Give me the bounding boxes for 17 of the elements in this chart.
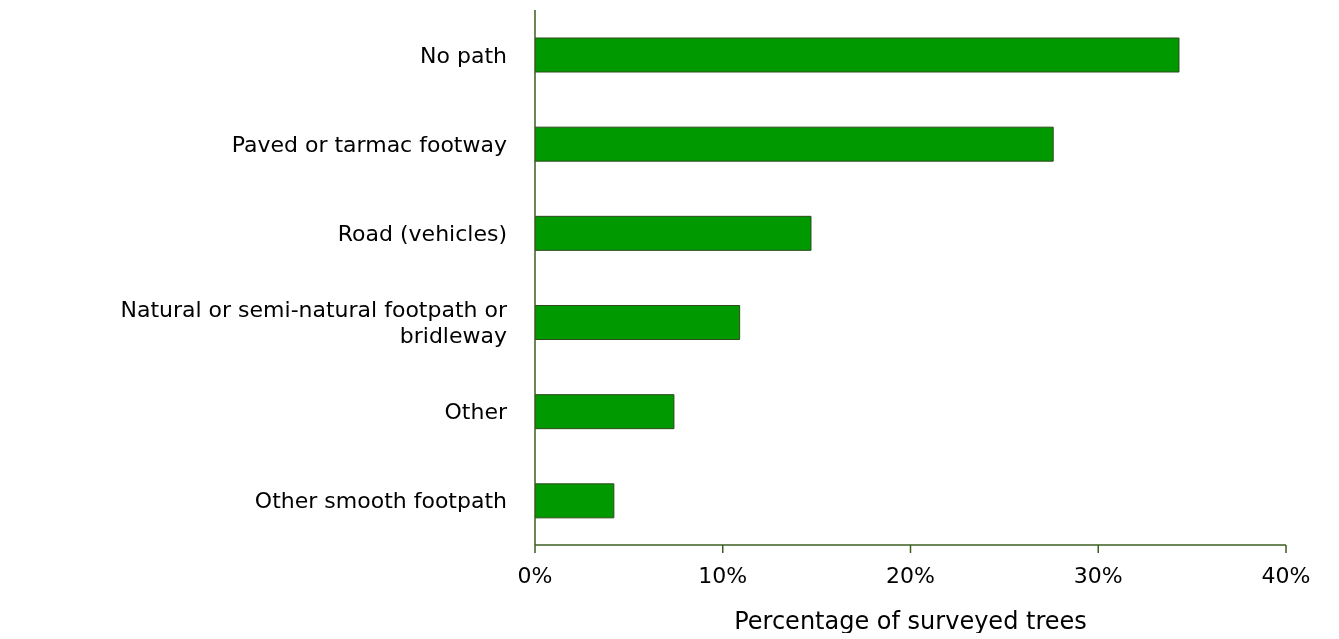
bar [535, 215, 812, 251]
x-tick-label: 10% [698, 562, 748, 588]
y-tick-label: Other smooth footpath [254, 487, 507, 513]
bar [535, 394, 675, 430]
y-tick-label: No path [420, 42, 507, 68]
bar [535, 305, 741, 340]
bar [535, 126, 1054, 162]
y-tick-label: Paved or tarmac footway [231, 131, 507, 157]
y-tick-label: Natural or semi-natural footpath or bridleway [120, 296, 508, 348]
x-tick-label: 20% [886, 562, 935, 588]
y-tick-label: Other [444, 398, 508, 424]
bar [535, 37, 1180, 73]
x-tick-label: 40% [1261, 562, 1311, 588]
x-tick-label: 30% [1073, 562, 1123, 588]
x-tick-label: 0% [517, 562, 553, 588]
bar [535, 483, 615, 519]
y-tick-label: Road (vehicles) [337, 220, 507, 246]
